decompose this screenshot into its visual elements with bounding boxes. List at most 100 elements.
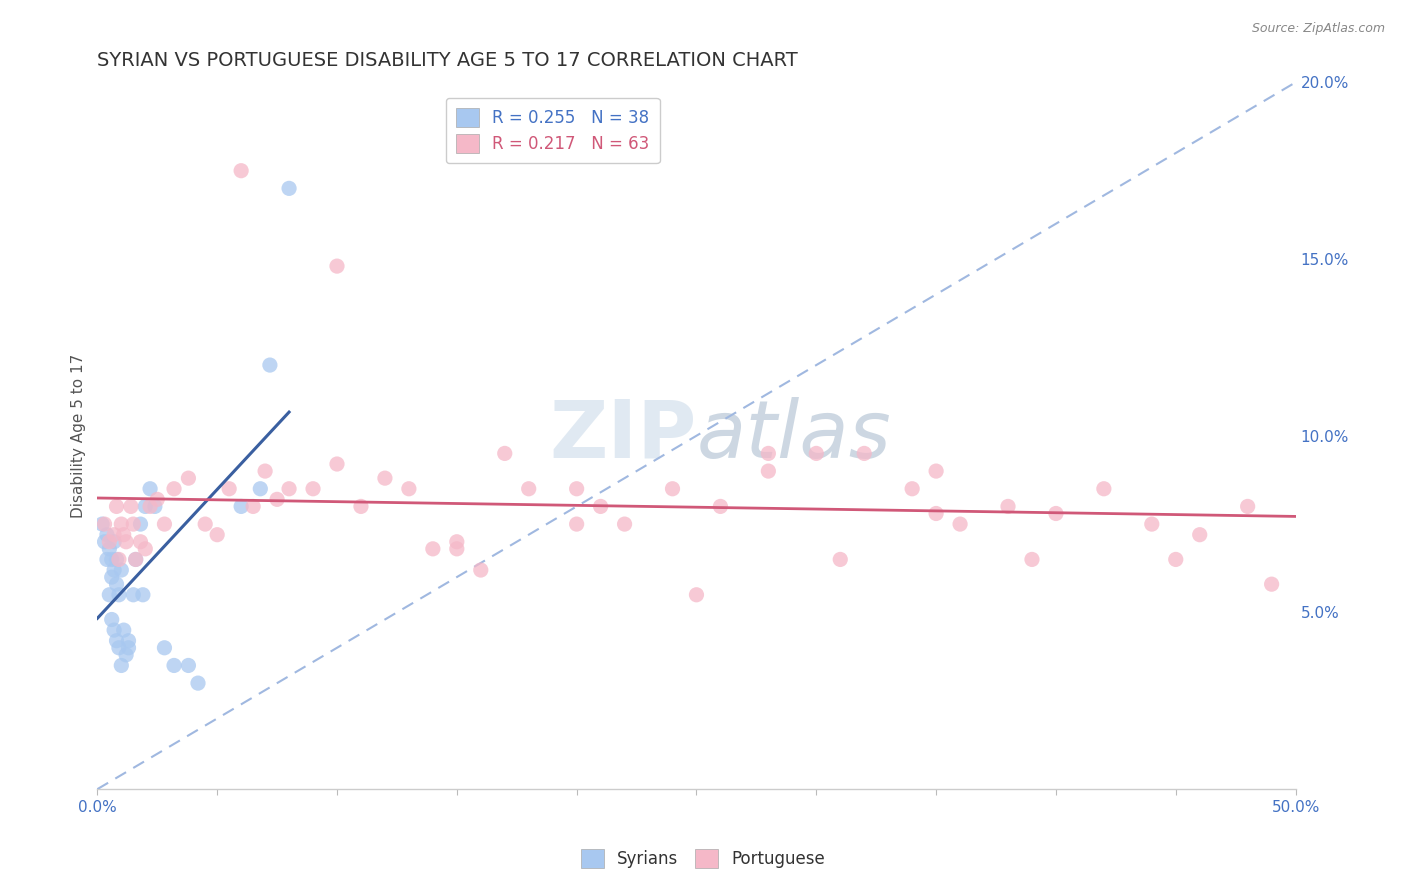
- Point: [254, 464, 277, 478]
- Point: [259, 358, 281, 372]
- Point: [517, 482, 540, 496]
- Point: [112, 527, 135, 541]
- Point: [1140, 517, 1163, 532]
- Point: [143, 500, 166, 514]
- Point: [231, 500, 253, 514]
- Point: [709, 500, 731, 514]
- Point: [108, 588, 131, 602]
- Point: [91, 517, 114, 532]
- Point: [925, 507, 948, 521]
- Point: [93, 517, 115, 532]
- Point: [100, 552, 122, 566]
- Point: [108, 552, 131, 566]
- Point: [830, 552, 852, 566]
- Point: [163, 658, 186, 673]
- Text: ZIP: ZIP: [550, 397, 696, 475]
- Text: Source: ZipAtlas.com: Source: ZipAtlas.com: [1251, 22, 1385, 36]
- Point: [103, 534, 125, 549]
- Point: [901, 482, 924, 496]
- Point: [153, 640, 176, 655]
- Point: [326, 457, 349, 471]
- Point: [565, 482, 588, 496]
- Point: [756, 464, 779, 478]
- Point: [242, 500, 264, 514]
- Point: [278, 181, 301, 195]
- Point: [98, 541, 121, 556]
- Point: [163, 482, 186, 496]
- Point: [565, 517, 588, 532]
- Point: [129, 534, 152, 549]
- Point: [374, 471, 396, 485]
- Point: [177, 658, 200, 673]
- Point: [110, 517, 132, 532]
- Point: [806, 446, 828, 460]
- Text: SYRIAN VS PORTUGUESE DISABILITY AGE 5 TO 17 CORRELATION CHART: SYRIAN VS PORTUGUESE DISABILITY AGE 5 TO…: [97, 51, 799, 70]
- Point: [110, 658, 132, 673]
- Point: [117, 633, 139, 648]
- Point: [187, 676, 209, 690]
- Point: [278, 482, 301, 496]
- Point: [205, 527, 228, 541]
- Point: [194, 517, 217, 532]
- Point: [115, 648, 138, 662]
- Point: [98, 588, 121, 602]
- Y-axis label: Disability Age 5 to 17: Disability Age 5 to 17: [72, 353, 86, 518]
- Point: [120, 500, 142, 514]
- Legend: R = 0.255   N = 38, R = 0.217   N = 63: R = 0.255 N = 38, R = 0.217 N = 63: [446, 98, 659, 163]
- Point: [105, 633, 128, 648]
- Point: [105, 500, 128, 514]
- Point: [125, 552, 148, 566]
- Point: [100, 613, 122, 627]
- Point: [93, 534, 115, 549]
- Point: [98, 534, 121, 549]
- Point: [398, 482, 420, 496]
- Point: [756, 446, 779, 460]
- Point: [1260, 577, 1282, 591]
- Point: [494, 446, 516, 460]
- Legend: Syrians, Portuguese: Syrians, Portuguese: [574, 842, 832, 875]
- Point: [146, 492, 169, 507]
- Point: [117, 640, 139, 655]
- Point: [103, 623, 125, 637]
- Point: [129, 517, 152, 532]
- Point: [853, 446, 876, 460]
- Point: [1236, 500, 1258, 514]
- Point: [177, 471, 200, 485]
- Point: [1164, 552, 1187, 566]
- Point: [446, 534, 468, 549]
- Point: [132, 588, 155, 602]
- Point: [96, 552, 118, 566]
- Point: [103, 563, 125, 577]
- Point: [949, 517, 972, 532]
- Point: [108, 640, 131, 655]
- Point: [134, 541, 156, 556]
- Point: [110, 563, 132, 577]
- Point: [925, 464, 948, 478]
- Point: [326, 259, 349, 273]
- Point: [100, 570, 122, 584]
- Point: [218, 482, 240, 496]
- Point: [231, 163, 253, 178]
- Point: [302, 482, 325, 496]
- Point: [589, 500, 612, 514]
- Point: [1021, 552, 1043, 566]
- Point: [139, 500, 162, 514]
- Point: [350, 500, 373, 514]
- Point: [1188, 527, 1211, 541]
- Point: [125, 552, 148, 566]
- Point: [105, 552, 128, 566]
- Point: [153, 517, 176, 532]
- Point: [139, 482, 162, 496]
- Point: [266, 492, 288, 507]
- Point: [661, 482, 683, 496]
- Text: atlas: atlas: [696, 397, 891, 475]
- Point: [112, 623, 135, 637]
- Point: [134, 500, 156, 514]
- Point: [613, 517, 636, 532]
- Point: [997, 500, 1019, 514]
- Point: [470, 563, 492, 577]
- Point: [1092, 482, 1115, 496]
- Point: [105, 577, 128, 591]
- Point: [122, 517, 145, 532]
- Point: [103, 527, 125, 541]
